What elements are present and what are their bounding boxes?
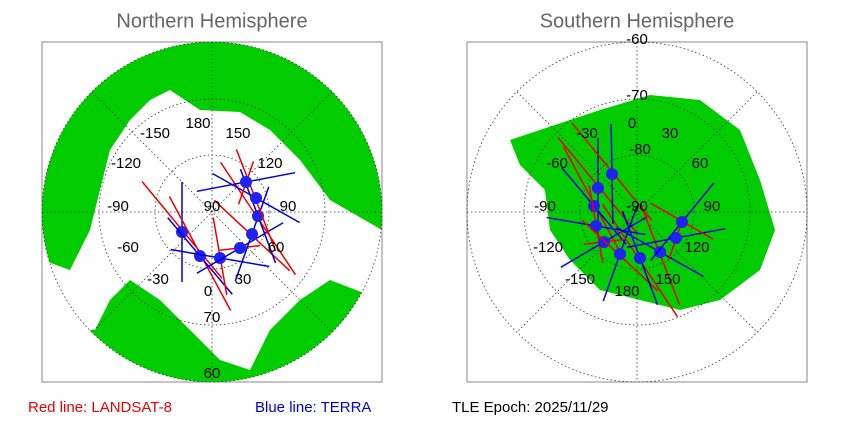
map-title: Southern Hemisphere [540,10,735,32]
longitude-label: 0 [628,115,636,132]
satellite-point [590,220,602,232]
satellite-point [614,248,626,260]
longitude-label: 150 [655,271,680,288]
latitude-label: -80 [629,141,651,158]
longitude-label: -30 [147,271,169,288]
longitude-label: -30 [576,125,598,142]
satellite-point [250,192,262,204]
longitude-label: 90 [704,198,721,215]
satellite-point [176,226,188,238]
satellite-point [246,228,258,240]
longitude-label: -120 [533,239,563,256]
longitude-label: 180 [614,283,639,300]
longitude-label: -60 [117,239,139,256]
legend-red: Red line: LANDSAT-8 [28,399,172,416]
longitude-label: 60 [268,239,285,256]
satellite-point [634,252,646,264]
tle-epoch: TLE Epoch: 2025/11/29 [452,399,609,416]
latitude-label: -70 [626,87,648,104]
longitude-label: 60 [692,155,709,172]
satellite-point [598,236,610,248]
legend-blue: Blue line: TERRA [255,399,371,416]
satellite-point [240,176,252,188]
longitude-label: -120 [111,155,141,172]
longitude-label: 180 [185,115,210,132]
land [510,95,775,310]
longitude-label: 150 [225,125,250,142]
longitude-label: -60 [546,155,568,172]
longitude-label: -150 [565,271,595,288]
graticule [466,41,808,383]
map-title: Northern Hemisphere [116,10,307,32]
longitude-label: 120 [684,239,709,256]
longitude-label: 90 [280,198,297,215]
longitude-label: -90 [534,198,556,215]
satellite-point [654,246,666,258]
latitude-label: -60 [626,31,648,48]
graticule [41,41,383,383]
satellite-tracks [141,122,726,318]
satellite-point [194,250,206,262]
latitude-label: 60 [204,365,221,382]
latitude-label: -90 [626,198,648,215]
south-map [466,41,808,383]
latitude-label: 90 [204,198,221,215]
latitude-label: 70 [204,309,221,326]
longitude-label: 0 [204,283,212,300]
longitude-label: 30 [662,125,679,142]
satellite-point [670,232,682,244]
land [42,42,382,382]
longitude-label: 30 [235,271,252,288]
longitude-label: -150 [140,125,170,142]
satellite-point [234,242,246,254]
longitude-label: 120 [257,155,282,172]
satellite-point [592,182,604,194]
satellite-point [588,200,600,212]
north-map [41,41,383,383]
satellite-point [606,168,618,180]
labels: Northern Hemisphere Southern Hemisphere 18… [28,10,734,416]
satellite-point [676,216,688,228]
longitude-label: -90 [107,198,129,215]
